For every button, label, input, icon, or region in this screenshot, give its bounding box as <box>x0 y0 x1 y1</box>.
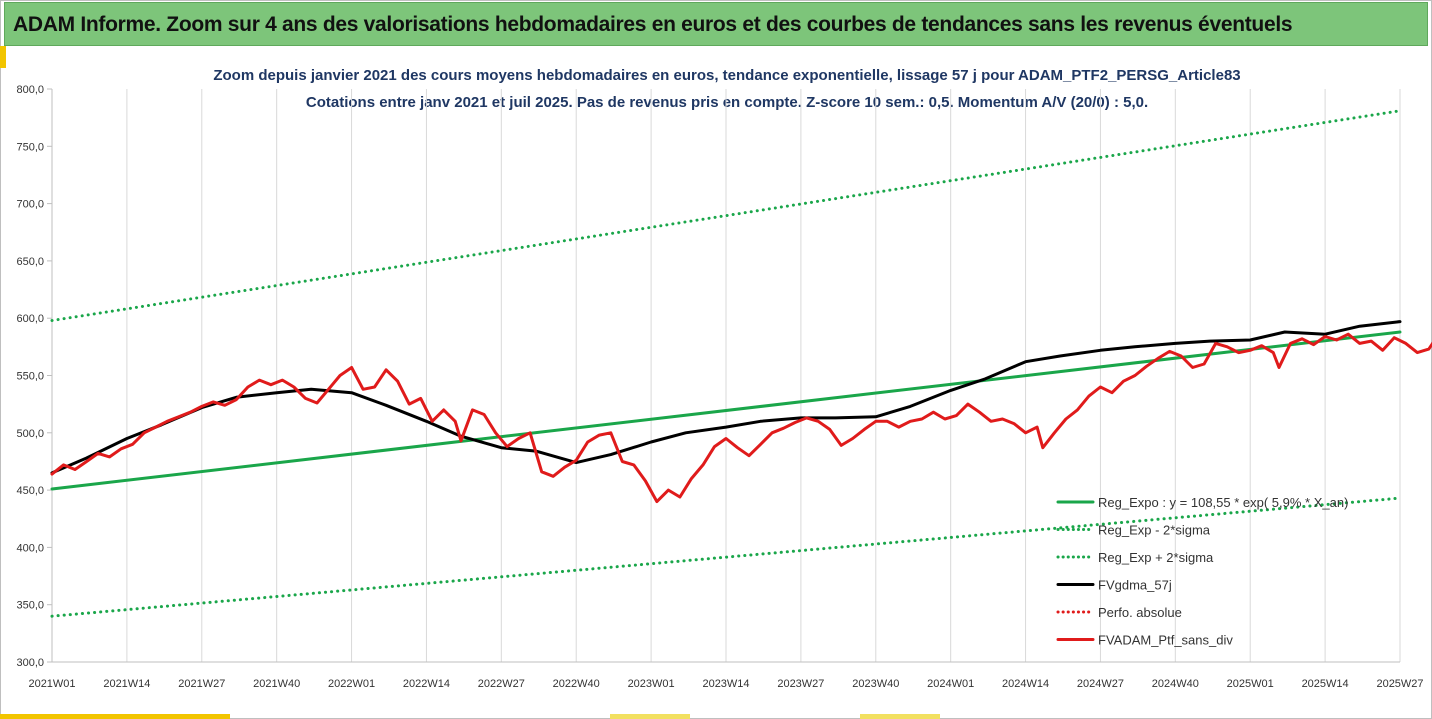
y-tick-label: 550,0 <box>16 371 44 383</box>
series-line <box>50 496 1402 618</box>
series-line <box>50 109 1402 322</box>
x-tick-label: 2023W27 <box>777 678 824 690</box>
chart-title-line2: Cotations entre janv 2021 et juil 2025. … <box>306 94 1148 111</box>
y-tick-label: 700,0 <box>16 199 44 211</box>
x-tick-label: 2025W27 <box>1376 678 1423 690</box>
series-line <box>50 320 1402 475</box>
y-tick-label: 800,0 <box>16 84 44 96</box>
legend-label: Reg_Exp + 2*sigma <box>1098 550 1214 565</box>
x-tick-label: 2021W27 <box>178 678 225 690</box>
x-tick-label: 2022W27 <box>478 678 525 690</box>
axes: 2021W01 2021W14 2021W27 2021W40 2022W01 2022W… <box>16 84 1423 690</box>
accent-bar-bottom <box>860 714 940 719</box>
y-tick-label: 350,0 <box>16 600 44 612</box>
y-tick-label: 650,0 <box>16 256 44 268</box>
report-title: ADAM Informe. Zoom sur 4 ans des valoris… <box>13 13 1293 36</box>
x-tick-label: 2023W40 <box>852 678 899 690</box>
x-tick-label: 2025W01 <box>1227 678 1274 690</box>
accent-bar <box>0 46 6 68</box>
legend-label: Perfo. absolue <box>1098 605 1182 620</box>
grid <box>51 89 1401 662</box>
accent-bar-bottom <box>610 714 690 719</box>
x-tick-label: 2021W01 <box>28 678 75 690</box>
x-tick-label: 2021W14 <box>103 678 150 690</box>
x-tick-label: 2023W01 <box>628 678 675 690</box>
x-tick-label: 2022W40 <box>553 678 600 690</box>
x-tick-label: 2025W14 <box>1302 678 1349 690</box>
x-tick-label: 2022W01 <box>328 678 375 690</box>
y-tick-label: 600,0 <box>16 313 44 325</box>
y-tick-label: 500,0 <box>16 428 44 440</box>
legend-label: FVADAM_Ptf_sans_div <box>1098 633 1233 648</box>
x-tick-label: 2024W40 <box>1152 678 1199 690</box>
x-tick-label: 2023W14 <box>702 678 749 690</box>
legend-label: FVgdma_57j <box>1098 578 1172 593</box>
x-tick-label: 2022W14 <box>403 678 450 690</box>
y-tick-label: 450,0 <box>16 485 44 497</box>
legend-label: Reg_Exp - 2*sigma <box>1098 523 1211 538</box>
x-tick-label: 2024W14 <box>1002 678 1049 690</box>
series-line <box>50 330 1402 491</box>
y-tick-label: 400,0 <box>16 542 44 554</box>
series <box>50 109 1432 618</box>
legend-label: Reg_Expo : y = 108,55 * exp( 5,9% * X_an… <box>1098 495 1348 510</box>
y-tick-label: 750,0 <box>16 141 44 153</box>
chart-title-line1: Zoom depuis janvier 2021 des cours moyen… <box>213 67 1240 84</box>
x-tick-label: 2024W27 <box>1077 678 1124 690</box>
accent-bar-bottom <box>0 714 230 719</box>
report-header: ADAM Informe. Zoom sur 4 ans des valoris… <box>4 2 1428 46</box>
x-tick-label: 2021W40 <box>253 678 300 690</box>
x-tick-label: 2024W01 <box>927 678 974 690</box>
legend: Reg_Expo : y = 108,55 * exp( 5,9% * X_an… <box>1056 495 1348 648</box>
series-line <box>50 332 1432 504</box>
y-tick-label: 300,0 <box>16 657 44 669</box>
